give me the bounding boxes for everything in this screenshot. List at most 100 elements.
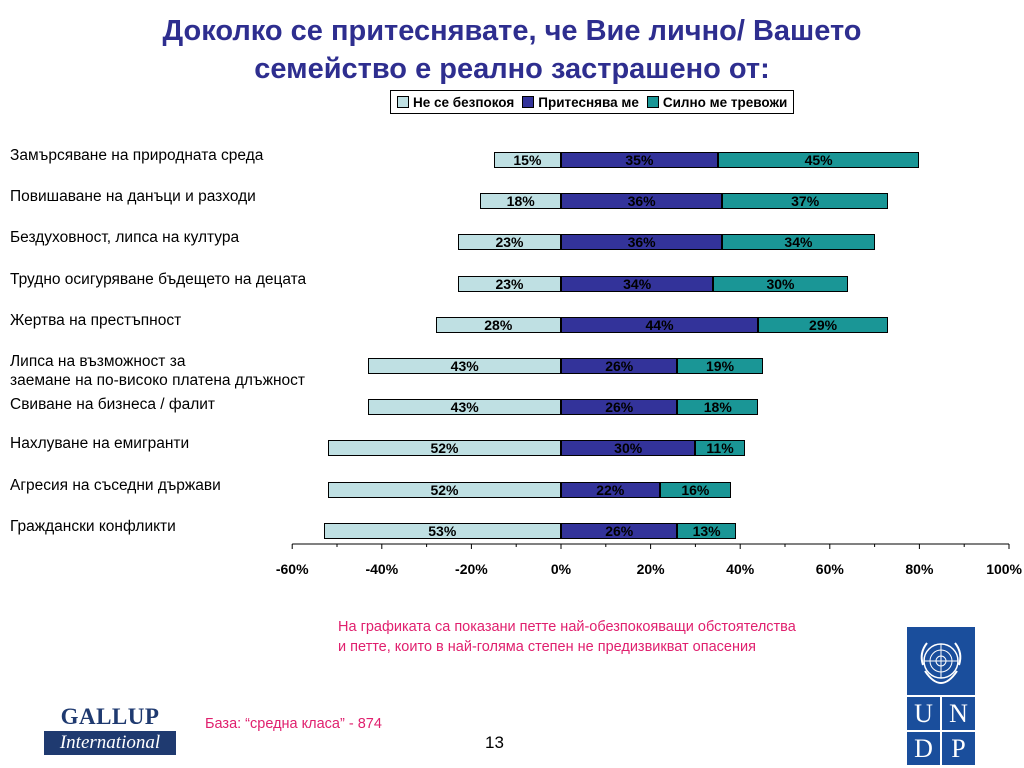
bar-not-worried: 52% [328, 440, 561, 456]
category-label: Трудно осигуряване бъдещето на децата [10, 270, 306, 289]
bar-value-label: 53% [428, 523, 457, 539]
chart-note: На графиката са показани петте най-обезп… [338, 617, 796, 657]
bar-very-worried: 45% [717, 152, 920, 168]
bar-value-label: 52% [430, 482, 459, 498]
x-axis-tick-label: 20% [636, 561, 665, 577]
bar-value-label: 37% [791, 193, 820, 209]
bar-value-label: 34% [623, 276, 652, 292]
bar-worried: 26% [561, 399, 678, 415]
bar-value-label: 36% [627, 193, 656, 209]
x-axis [291, 543, 1010, 549]
bar-worried: 30% [561, 440, 696, 456]
category-label-line: Липса на възможност за [10, 353, 186, 370]
legend-swatch-not-worried [397, 96, 409, 108]
bar-very-worried: 29% [758, 317, 889, 333]
category-label: Агресия на съседни държави [10, 476, 221, 495]
x-axis-tick-label: -40% [365, 561, 399, 577]
category-label-line: Агресия на съседни държави [10, 477, 221, 494]
bar-very-worried: 30% [713, 276, 848, 292]
legend-label-not-worried: Не се безпокоя [413, 94, 515, 110]
legend-item-worried: Притеснява ме [522, 95, 639, 110]
undp-letter-p: P [942, 732, 975, 765]
x-axis-tick-label: 100% [986, 561, 1022, 577]
bar-not-worried: 23% [457, 276, 561, 292]
bar-not-worried: 28% [435, 317, 561, 333]
category-label-line: Жертва на престъпност [10, 312, 182, 329]
category-label: Повишаване на данъци и разходи [10, 187, 256, 206]
undp-logo: U N D P [907, 627, 975, 765]
category-label: Нахлуване на емигранти [10, 434, 189, 453]
category-label-line: заемане на по-високо платена длъжност [10, 372, 306, 389]
bar-very-worried: 16% [659, 482, 732, 498]
bar-value-label: 45% [804, 152, 833, 168]
bar-worried: 22% [561, 482, 660, 498]
bar-worried: 34% [561, 276, 714, 292]
bar-not-worried: 53% [323, 523, 561, 539]
page-number: 13 [485, 733, 504, 752]
bar-very-worried: 13% [677, 523, 736, 539]
category-label-line: Свиване на бизнеса / фалит [10, 396, 216, 413]
legend-item-very-worried: Силно ме тревожи [646, 94, 788, 110]
gallup-international-logo: GALLUP International [44, 705, 176, 755]
x-axis-tick-label: 0% [550, 561, 572, 577]
bar-value-label: 28% [484, 317, 513, 333]
bar-not-worried: 23% [457, 234, 561, 250]
bar-very-worried: 11% [695, 440, 745, 456]
bar-very-worried: 37% [722, 193, 889, 209]
x-axis-tick-label: -20% [455, 561, 488, 577]
chart-note-line-1: На графиката са показани петте най-обезп… [338, 619, 796, 635]
bar-value-label: 11% [706, 440, 734, 456]
bar-very-worried: 18% [677, 399, 759, 415]
bar-value-label: 15% [513, 152, 542, 168]
bar-very-worried: 34% [722, 234, 875, 250]
category-label-line: Бездуховност, липса на култура [10, 229, 240, 246]
bar-worried: 44% [561, 317, 759, 333]
category-label: Жертва на престъпност [10, 311, 181, 330]
bar-not-worried: 18% [480, 193, 561, 209]
legend-label-worried: Притеснява ме [538, 94, 639, 110]
bar-value-label: 26% [605, 523, 634, 539]
title-line-2: семейство е реално застрашено от: [254, 53, 770, 85]
bar-value-label: 23% [495, 234, 524, 250]
bar-value-label: 22% [596, 482, 625, 498]
x-axis-tick-label: -60% [275, 561, 309, 577]
bar-value-label: 36% [627, 234, 656, 250]
bar-not-worried: 15% [493, 152, 561, 168]
bar-worried: 36% [561, 234, 723, 250]
bar-value-label: 18% [703, 399, 732, 415]
legend-swatch-very-worried [646, 96, 659, 108]
bar-very-worried: 19% [677, 358, 763, 374]
bar-worried: 26% [561, 358, 678, 374]
legend-item-not-worried: Не се безпокоя [397, 95, 514, 110]
un-emblem-icon [907, 627, 975, 695]
gallup-logo-international: International [44, 731, 176, 755]
bar-worried: 35% [561, 152, 718, 168]
bar-value-label: 52% [430, 440, 459, 456]
category-label: Бездуховност, липса на култура [10, 228, 239, 247]
legend-swatch-worried [522, 96, 535, 108]
bar-not-worried: 43% [368, 358, 561, 374]
category-label-line: Граждански конфликти [10, 518, 176, 535]
gallup-logo-word: GALLUP [60, 704, 160, 729]
x-axis-tick-label: 40% [726, 561, 755, 577]
x-axis-tick-label: 60% [815, 561, 844, 577]
bar-not-worried: 43% [368, 399, 561, 415]
bar-value-label: 43% [450, 358, 479, 374]
bar-value-label: 35% [625, 152, 654, 168]
undp-letter-n: N [942, 697, 975, 730]
bar-value-label: 26% [605, 358, 634, 374]
undp-letter-d: D [907, 732, 940, 765]
bar-value-label: 30% [766, 276, 795, 292]
chart-note-line-2: и петте, които в най-голяма степен не пр… [338, 639, 756, 655]
category-label-line: Замърсяване на природната среда [10, 147, 264, 164]
bar-value-label: 18% [506, 193, 535, 209]
x-axis-tick-label: 80% [905, 561, 934, 577]
category-label-line: Трудно осигуряване бъдещето на децата [10, 271, 307, 288]
legend-label-very-worried: Силно ме тревожи [662, 94, 788, 110]
category-label: Липса на възможност за заемане на по-висо… [10, 352, 305, 390]
category-label: Замърсяване на природната среда [10, 146, 263, 165]
category-label-line: Нахлуване на емигранти [10, 435, 190, 452]
bar-value-label: 26% [605, 399, 634, 415]
sample-base: База: “средна класа” - 874 [205, 716, 382, 732]
bar-not-worried: 52% [328, 482, 561, 498]
